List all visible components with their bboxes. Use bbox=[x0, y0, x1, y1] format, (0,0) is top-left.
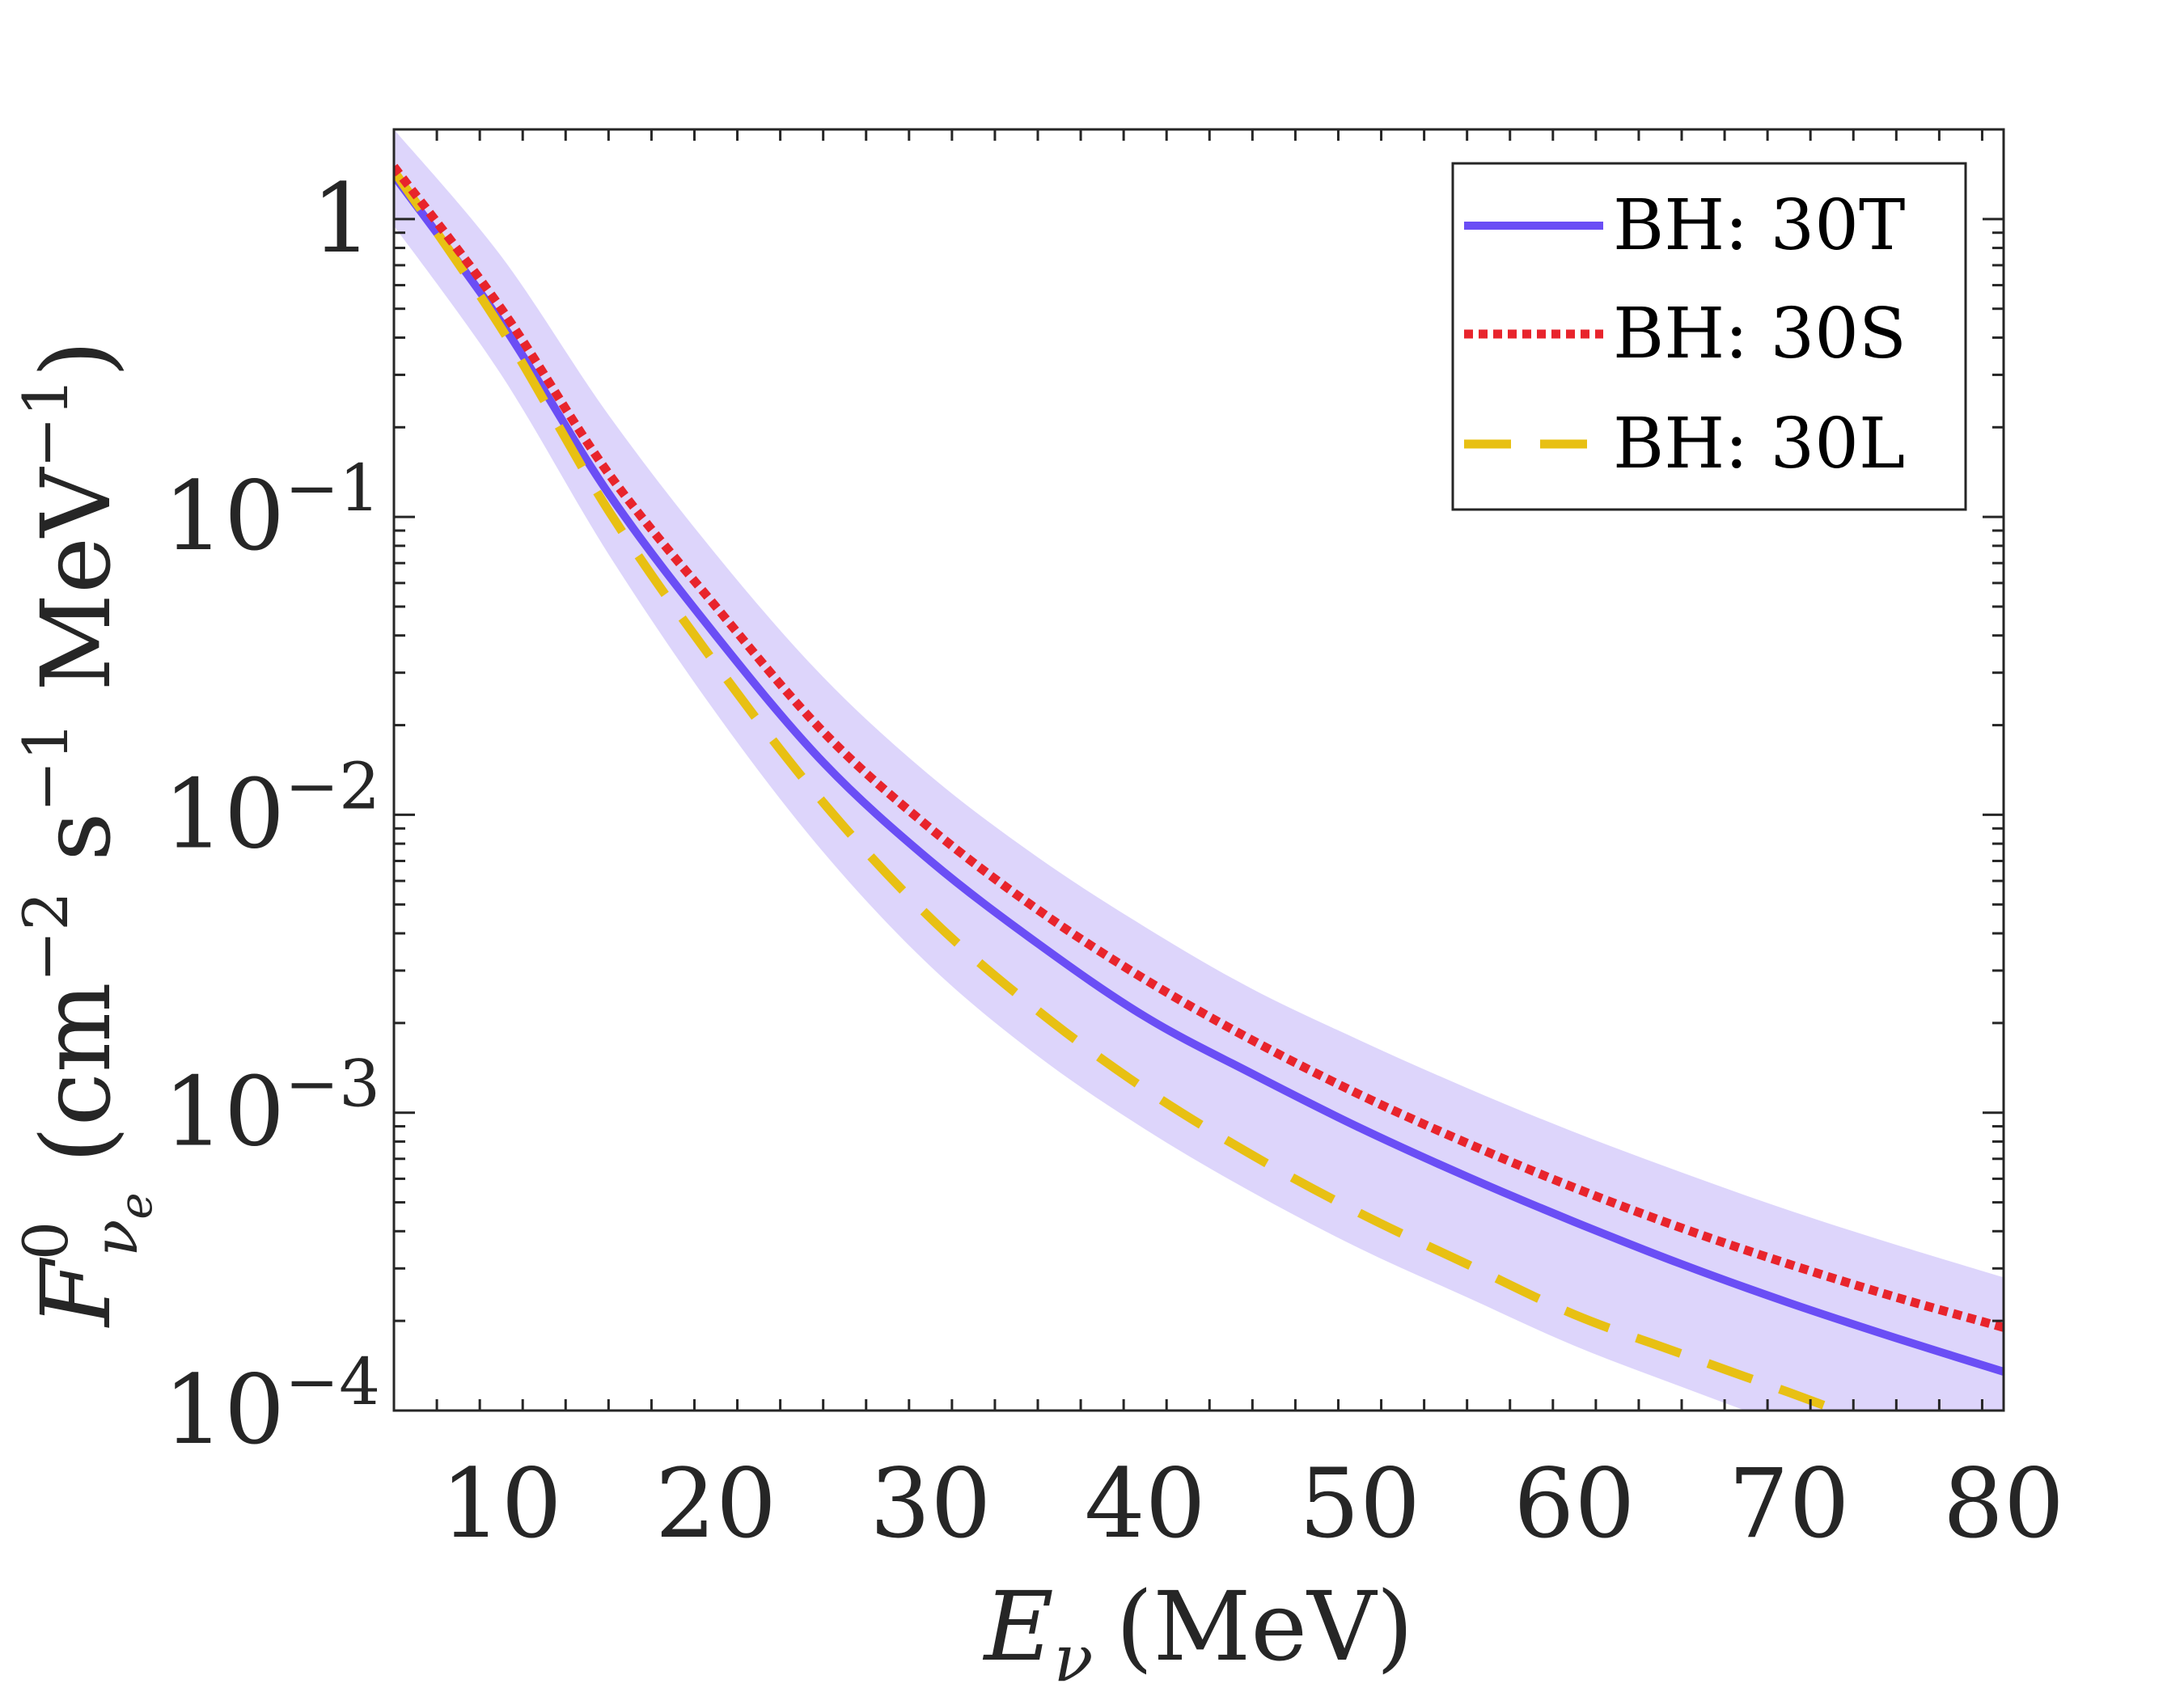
y-tick-label-1e-3: 10−3 bbox=[163, 1047, 380, 1168]
y-tick-label-1: 1 bbox=[311, 163, 372, 274]
x-tick-label: 40 bbox=[1085, 1448, 1206, 1559]
plot-area bbox=[394, 129, 2004, 1411]
y-tick-label-1e-4: 10−4 bbox=[163, 1344, 380, 1466]
y-axis-label: F0νe(cm−2 s−1 MeV−1) bbox=[10, 341, 163, 1328]
x-tick-label: 60 bbox=[1513, 1448, 1635, 1559]
x-tick-label: 30 bbox=[870, 1448, 991, 1559]
y-tick-label-1e-1: 10−1 bbox=[163, 450, 380, 572]
x-tick-label: 70 bbox=[1729, 1448, 1850, 1559]
series-line-30t bbox=[394, 173, 2004, 1376]
x-tick-label: 10 bbox=[441, 1448, 562, 1559]
x-tick-label: 80 bbox=[1943, 1448, 2064, 1559]
y-tick-labels: 10−4 10−3 10−2 10−1 1 bbox=[163, 163, 380, 1466]
legend-label-30l: BH: 30L bbox=[1613, 404, 1905, 484]
y-axis-ticks bbox=[394, 128, 2004, 1412]
x-tick-label: 20 bbox=[655, 1448, 777, 1559]
series-line-30l bbox=[394, 168, 1852, 1411]
y-tick-label-1e-2: 10−2 bbox=[163, 748, 380, 869]
x-axis-ticks bbox=[392, 129, 1983, 1411]
legend-label-30s: BH: 30S bbox=[1613, 294, 1907, 374]
x-tick-labels: 10 20 30 40 50 60 70 80 bbox=[441, 1448, 2064, 1559]
plot-frame bbox=[392, 128, 2005, 1412]
x-tick-label: 50 bbox=[1299, 1448, 1420, 1559]
series-line-30s bbox=[394, 163, 2004, 1332]
x-axis-label: Eν (MeV) bbox=[983, 1571, 1414, 1692]
legend-label-30t: BH: 30T bbox=[1613, 185, 1905, 266]
legend: BH: 30T BH: 30S BH: 30L bbox=[1451, 162, 1967, 511]
